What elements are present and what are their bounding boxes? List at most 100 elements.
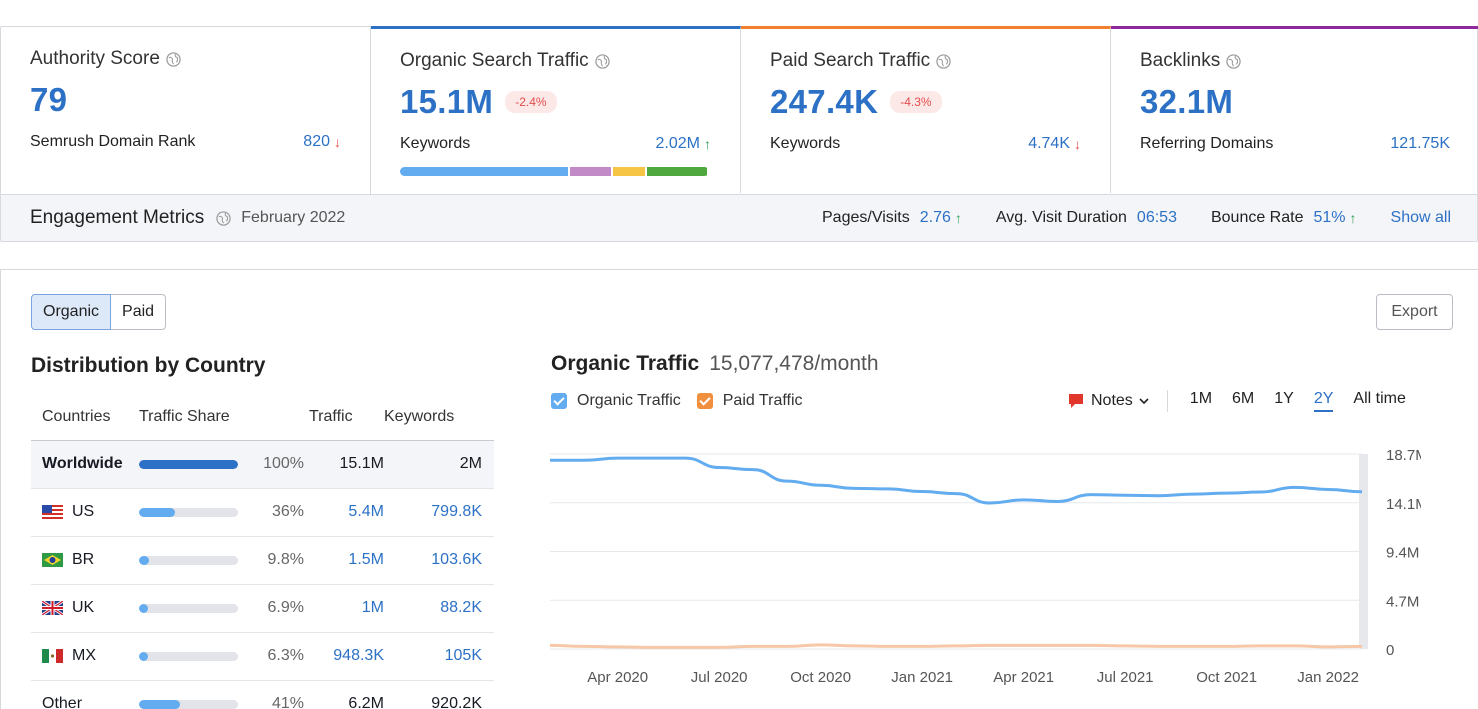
table-row[interactable]: Worldwide 100% 15.1M 2M [31, 440, 494, 489]
country-name: BR [72, 551, 95, 568]
show-all-link[interactable]: Show all [1390, 209, 1451, 226]
traffic-share-bar [139, 651, 238, 661]
traffic-share-bar [139, 699, 238, 709]
keywords-value[interactable]: 105K [444, 647, 482, 664]
countries-header[interactable]: Countries [31, 395, 139, 441]
keywords-value: 920.2K [431, 695, 482, 709]
backlinks-card[interactable]: Backlinks 32.1M Referring Domains 121.75K [1111, 26, 1478, 193]
x-tick-label: Jul 2020 [691, 669, 748, 686]
table-row[interactable]: UK 6.9% 1M 88.2K [31, 584, 494, 633]
change-badge: -4.3% [890, 91, 942, 113]
keyword-distribution-bar[interactable] [400, 167, 709, 176]
arrow-down-icon: ↓ [334, 134, 341, 150]
paid-traffic-value[interactable]: 247.4K [770, 83, 879, 120]
flag-uk-icon [42, 601, 63, 615]
range-1y[interactable]: 1Y [1274, 390, 1294, 407]
organic-traffic-line[interactable] [549, 456, 1363, 505]
arrow-up-icon: ↑ [704, 136, 711, 152]
traffic-share-bar [139, 507, 238, 517]
chart-legend: Organic Traffic Paid Traffic [551, 392, 803, 410]
paid-toggle-button[interactable]: Paid [111, 294, 167, 330]
notes-label: Notes [1091, 392, 1133, 409]
traffic-share-pct: 36% [271, 503, 304, 520]
table-row[interactable]: Other 41% 6.2M 920.2K [31, 680, 494, 709]
authority-score-card[interactable]: Authority Score 79 Semrush Domain Rank 82… [1, 27, 371, 194]
range-all-time[interactable]: All time [1353, 390, 1406, 407]
table-row[interactable]: MX 6.3% 948.3K 105K [31, 632, 494, 681]
paid-search-traffic-card[interactable]: Paid Search Traffic 247.4K -4.3% Keywords… [741, 26, 1111, 193]
card-sub-label: Semrush Domain Rank [30, 133, 196, 150]
organic-keywords-value[interactable]: 2.02M [655, 135, 700, 152]
country-name: UK [72, 599, 95, 616]
traffic-share-bar [139, 603, 238, 613]
organic-traffic-chart[interactable]: 18.7M 14.1M 9.4M 4.7M 0 Apr 2020 Jul 2020 Oct 2… [541, 430, 1421, 690]
traffic-header[interactable]: Traffic [309, 395, 384, 441]
traffic-value[interactable]: 948.3K [333, 647, 384, 664]
legend-paid-label: Paid Traffic [722, 392, 803, 409]
y-tick-label: 0 [1386, 642, 1394, 659]
export-button[interactable]: Export [1376, 294, 1453, 330]
keyword-bar-segment [570, 167, 611, 176]
traffic-share-header[interactable]: Traffic Share [139, 395, 309, 441]
organic-toggle-button[interactable]: Organic [31, 294, 112, 330]
table-row[interactable]: BR 9.8% 1.5M 103.6K [31, 536, 494, 585]
notes-dropdown[interactable]: Notes [1067, 390, 1168, 412]
country-name: US [72, 503, 95, 520]
organic-traffic-value[interactable]: 15.1M [400, 83, 494, 120]
card-sub-label: Keywords [770, 135, 841, 152]
globe-icon [216, 210, 231, 226]
traffic-value[interactable]: 1M [361, 599, 384, 616]
arrow-down-icon: ↓ [1074, 136, 1081, 152]
traffic-value[interactable]: 5.4M [348, 503, 384, 520]
table-row[interactable]: US 36% 5.4M 799.8K [31, 488, 494, 537]
flag-mx-icon [42, 649, 63, 663]
traffic-share-pct: 6.3% [267, 647, 304, 664]
card-title: Backlinks [1140, 50, 1221, 71]
referring-domains-value[interactable]: 121.75K [1390, 135, 1450, 152]
paid-traffic-line[interactable] [549, 643, 1363, 649]
backlinks-value[interactable]: 32.1M [1140, 83, 1234, 120]
y-tick-label: 9.4M [1386, 545, 1419, 562]
traffic-share-pct: 41% [271, 695, 304, 709]
y-tick-label: 18.7M [1386, 447, 1421, 464]
country-name: Worldwide [42, 455, 123, 472]
visit-duration-value: 06:53 [1136, 209, 1177, 226]
country-name: MX [72, 647, 96, 664]
paid-keywords-value[interactable]: 4.74K [1028, 135, 1070, 152]
range-1m[interactable]: 1M [1189, 390, 1213, 407]
globe-icon [1226, 53, 1241, 69]
keywords-value[interactable]: 799.8K [431, 503, 482, 520]
keyword-bar-segment [400, 167, 568, 176]
chevron-down-icon [1139, 398, 1149, 405]
arrow-up-icon: ↑ [1349, 210, 1357, 226]
x-tick-label: Oct 2021 [1196, 669, 1257, 686]
domain-rank-value[interactable]: 820 [303, 133, 330, 150]
bounce-rate-value: 51% [1313, 209, 1346, 226]
card-sub-label: Keywords [400, 135, 471, 152]
traffic-share-bar [139, 555, 238, 565]
summary-panel: Authority Score 79 Semrush Domain Rank 82… [0, 26, 1478, 242]
traffic-share-pct: 9.8% [267, 551, 304, 568]
range-6m[interactable]: 6M [1232, 390, 1255, 407]
keywords-header[interactable]: Keywords [384, 395, 494, 441]
organic-traffic-title: Organic Traffic 15,077,478/month [551, 352, 879, 376]
note-icon [1069, 394, 1083, 408]
globe-icon [595, 53, 610, 69]
keywords-value[interactable]: 103.6K [431, 551, 482, 568]
flag-us-icon [42, 505, 63, 519]
checkbox-icon [696, 393, 713, 409]
country-distribution-table: Countries Traffic Share Traffic Keywords… [31, 395, 494, 709]
traffic-share-fill [139, 555, 149, 565]
chart-title: Organic Traffic [551, 352, 700, 375]
traffic-value[interactable]: 1.5M [348, 551, 384, 568]
keywords-value[interactable]: 88.2K [440, 599, 482, 616]
x-tick-label: Apr 2020 [587, 669, 648, 686]
pages-visits-label: Pages/Visits [822, 209, 910, 226]
legend-organic[interactable]: Organic Traffic [551, 392, 681, 410]
checkbox-icon [551, 393, 567, 409]
range-2y[interactable]: 2Y [1313, 390, 1334, 412]
legend-paid[interactable]: Paid Traffic [696, 392, 803, 410]
engagement-metrics-bar: Engagement Metrics February 2022 Pages/V… [1, 194, 1477, 241]
organic-search-traffic-card[interactable]: Organic Search Traffic 15.1M -2.4% Keywor… [371, 26, 741, 193]
authority-score-value[interactable]: 79 [30, 81, 68, 118]
